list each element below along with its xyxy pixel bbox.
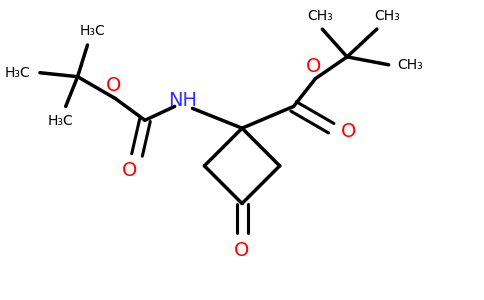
Text: CH₃: CH₃ (307, 9, 333, 23)
Text: CH₃: CH₃ (398, 58, 424, 72)
Text: CH₃: CH₃ (374, 9, 400, 23)
Text: NH: NH (168, 91, 197, 110)
Text: O: O (121, 161, 137, 180)
Text: O: O (234, 241, 250, 260)
Text: H₃C: H₃C (48, 114, 74, 128)
Text: O: O (106, 76, 121, 95)
Text: O: O (306, 57, 321, 76)
Text: O: O (341, 122, 357, 141)
Text: H₃C: H₃C (4, 66, 30, 80)
Text: H₃C: H₃C (79, 24, 106, 38)
